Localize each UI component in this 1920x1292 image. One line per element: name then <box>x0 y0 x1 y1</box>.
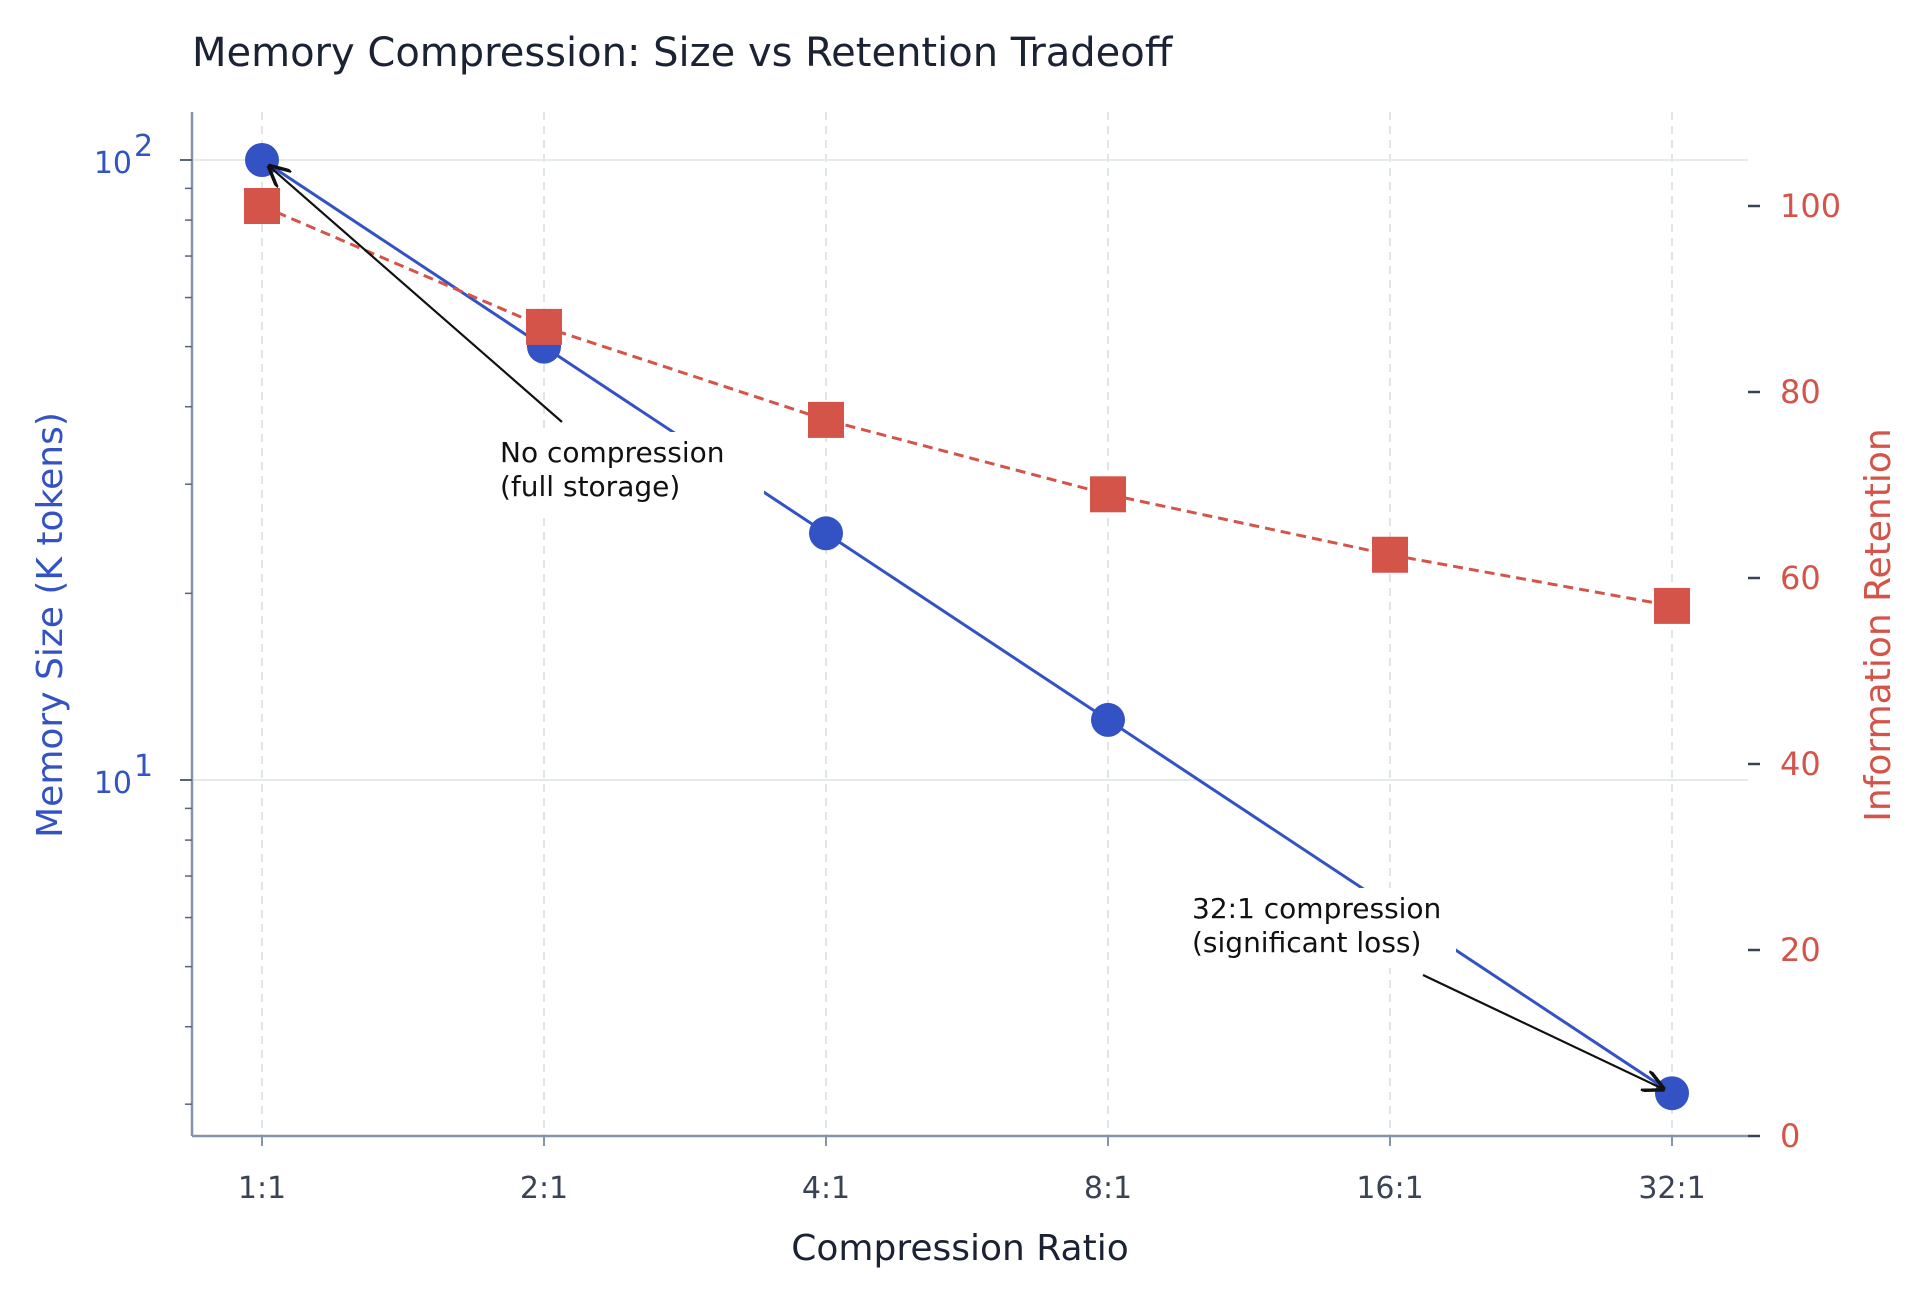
x-tick-label: 16:1 <box>1356 1171 1423 1206</box>
x-tick-label: 8:1 <box>1084 1171 1132 1206</box>
annotation-arrow <box>270 167 563 423</box>
series-1-point <box>1654 587 1690 624</box>
annotation-background <box>1186 888 1456 968</box>
series-1-point <box>808 401 844 438</box>
chart-title: Memory Compression: Size vs Retention Tr… <box>192 30 1174 76</box>
y-axis-right-label: Information Retention <box>1858 428 1899 821</box>
y-left-tick-exponent: 2 <box>134 129 153 164</box>
y-right-tick-label: 0 <box>1780 1117 1800 1155</box>
series-1-line <box>261 204 1673 608</box>
x-tick-label: 2:1 <box>520 1171 568 1206</box>
y-right-tick-label: 20 <box>1780 931 1821 969</box>
series-0-line <box>261 158 1673 1095</box>
annotation-text: 32:1 compression <box>1192 892 1441 925</box>
annotation-text: (significant loss) <box>1192 926 1421 959</box>
series-1-point <box>244 188 280 224</box>
y-right-tick-label: 60 <box>1780 559 1821 597</box>
annotations: No compression(full storage) 32:1 compres… <box>270 167 1663 1089</box>
x-tick-label: 32:1 <box>1638 1171 1705 1206</box>
x-axis-label: Compression Ratio <box>791 1228 1128 1269</box>
annotation-arrow <box>1422 974 1663 1089</box>
series-0-point <box>245 143 279 177</box>
series-1-point <box>1372 536 1408 573</box>
annotation-text: (full storage) <box>500 470 680 503</box>
y-axis-left-label: Memory Size (K tokens) <box>30 412 71 838</box>
series <box>244 143 1690 1111</box>
annotation-background <box>494 432 764 512</box>
series-1-point <box>1090 476 1126 513</box>
series-0-point <box>809 516 843 551</box>
y-right-tick-label: 40 <box>1780 745 1821 783</box>
x-tick-label: 1:1 <box>238 1171 286 1206</box>
series-1-point <box>526 308 562 345</box>
series-0-point <box>1091 702 1125 737</box>
y-right-tick-label: 80 <box>1780 373 1821 411</box>
y-left-tick-exponent: 1 <box>134 749 153 784</box>
y-left-tick-label: 10 <box>94 766 132 801</box>
series-0-point <box>1655 1076 1689 1111</box>
annotation-text: No compression <box>500 436 725 469</box>
y-right-tick-label: 100 <box>1780 187 1841 225</box>
y-left-tick-label: 10 <box>94 146 132 181</box>
x-tick-label: 4:1 <box>802 1171 850 1206</box>
grid <box>192 112 1748 1136</box>
